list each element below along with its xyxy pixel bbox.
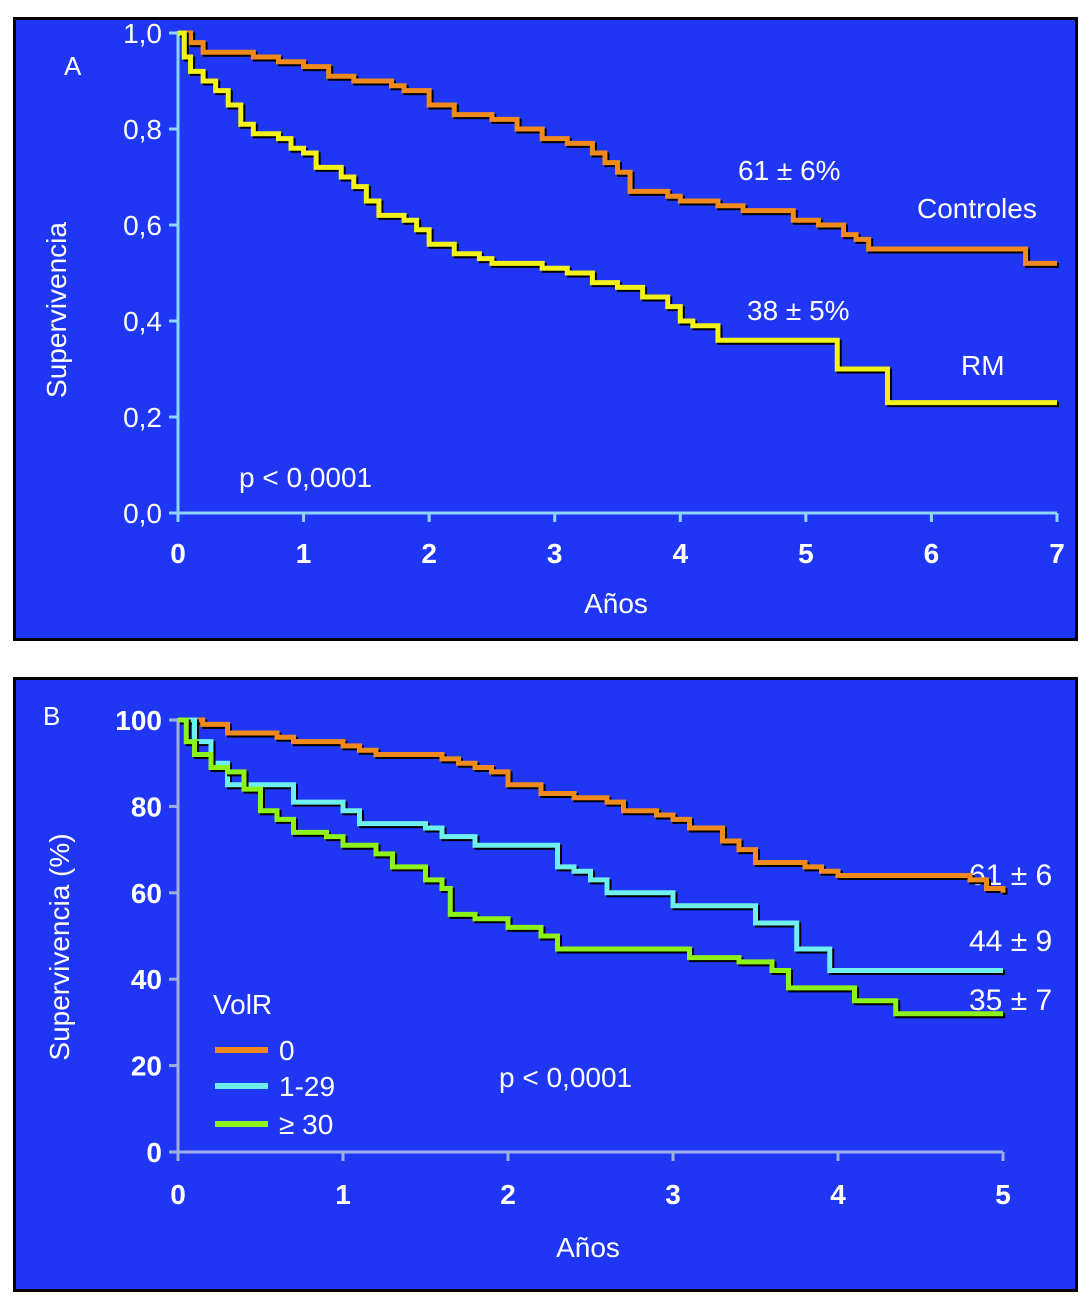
series-line-0 — [178, 717, 1006, 893]
x-tick-label: 1 — [335, 1179, 351, 1210]
x-tick-label: 6 — [924, 538, 940, 569]
legend-title: VolR — [213, 989, 272, 1020]
panel-a: A Supervivencia Años p < 0,0001 61 ± 6% … — [13, 17, 1078, 641]
x-tick-label: 5 — [995, 1179, 1011, 1210]
series-line-rm — [178, 30, 1057, 406]
series-line-controles — [178, 30, 1057, 266]
end-label-volr-0: 61 ± 6 — [969, 859, 1052, 892]
legend-label-volr-1-29: 1-29 — [279, 1071, 335, 1102]
panel-label-b: B — [43, 701, 60, 731]
y-tick-label: 0,6 — [123, 210, 162, 241]
x-axis-label-a: Años — [584, 588, 648, 619]
y-tick-label: 60 — [131, 878, 162, 909]
survival-chart-b: B Supervivencia (%) Años p < 0,0001 61 ±… — [43, 701, 1052, 1263]
y-tick-label: 80 — [131, 791, 162, 822]
y-tick-label: 0,4 — [123, 306, 162, 337]
series-label-controles: Controles — [917, 193, 1037, 224]
legend-label-volr-0: 0 — [279, 1035, 295, 1066]
end-label-volr-1-29: 44 ± 9 — [969, 925, 1052, 958]
y-tick-label: 0,0 — [123, 498, 162, 529]
legend-label-volr-30: ≥ 30 — [279, 1109, 333, 1140]
panel-label-a: A — [64, 51, 82, 81]
x-tick-label: 4 — [672, 538, 688, 569]
x-tick-label: 3 — [547, 538, 563, 569]
series-shadow — [180, 719, 1005, 976]
series-line-1-29 — [178, 717, 1003, 974]
series-label-rm: RM — [961, 350, 1005, 381]
x-tick-label: 0 — [170, 538, 186, 569]
end-label-controles: 61 ± 6% — [738, 155, 841, 186]
y-tick-label: 0 — [146, 1137, 162, 1168]
y-tick-label: 0,8 — [123, 114, 162, 145]
x-tick-label: 0 — [170, 1179, 186, 1210]
y-tick-label: 40 — [131, 964, 162, 995]
x-tick-label: 5 — [798, 538, 814, 569]
y-tick-label: 1,0 — [123, 18, 162, 49]
legend: VolR 0 1-29 ≥ 30 — [213, 989, 335, 1140]
x-axis-label-b: Años — [556, 1232, 620, 1263]
x-tick-label: 1 — [296, 538, 312, 569]
y-tick-label: 20 — [131, 1051, 162, 1082]
series-shadow — [180, 32, 1059, 268]
x-tick-label: 3 — [665, 1179, 681, 1210]
p-value-a: p < 0,0001 — [239, 462, 372, 493]
x-tick-label: 4 — [830, 1179, 846, 1210]
survival-chart-a: A Supervivencia Años p < 0,0001 61 ± 6% … — [41, 18, 1065, 619]
end-label-rm: 38 ± 5% — [747, 295, 850, 326]
y-tick-label: 0,2 — [123, 402, 162, 433]
y-axis-label-a: Supervivencia — [41, 222, 72, 398]
x-tick-label: 2 — [500, 1179, 516, 1210]
y-tick-label: 100 — [115, 705, 162, 736]
panel-b: B Supervivencia (%) Años p < 0,0001 61 ±… — [13, 677, 1078, 1292]
y-axis-label-b: Supervivencia (%) — [44, 833, 75, 1060]
x-tick-label: 2 — [421, 538, 437, 569]
p-value-b: p < 0,0001 — [499, 1062, 632, 1093]
x-tick-label: 7 — [1049, 538, 1065, 569]
series-line--30 — [178, 717, 1003, 1017]
